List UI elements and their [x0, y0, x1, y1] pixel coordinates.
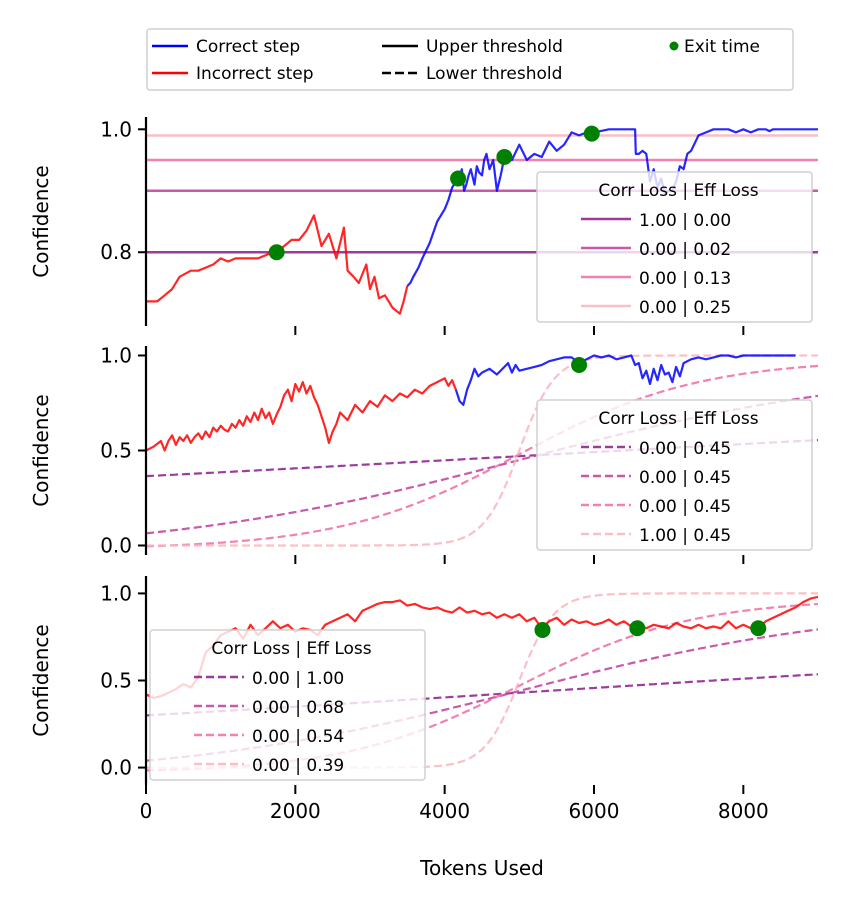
legend-label: Incorrect step — [196, 64, 314, 84]
exit-marker — [629, 620, 646, 637]
panel-legend-label: 0.00 | 1.00 — [252, 669, 344, 689]
legend-marker — [669, 41, 679, 51]
y-tick-label: 1.0 — [100, 117, 132, 141]
y-tick-label: 0.5 — [100, 439, 132, 463]
y-tick-label: 1.0 — [100, 344, 132, 368]
incorrect-step-trace — [146, 377, 457, 452]
panel-legend-frame — [536, 171, 813, 323]
panel-legend-label: 0.00 | 0.45 — [639, 468, 731, 488]
panel-legend-label: 0.00 | 0.39 — [252, 756, 344, 776]
panel-legend-label: 0.00 | 0.45 — [639, 439, 731, 459]
panel-legend-frame — [149, 629, 426, 781]
panel-legend-frame — [536, 399, 813, 551]
axes: 0.0 0.5 1.0 0 2000 4000 6000 8000 Confidence Toke… — [29, 576, 769, 880]
panel-legend-label: 0.00 | 0.54 — [252, 727, 344, 747]
y-tick-label: 0.0 — [100, 534, 132, 558]
exit-marker — [496, 148, 513, 165]
panel-legend-label: 0.00 | 0.68 — [252, 698, 344, 718]
y-tick-label: 0.5 — [100, 669, 132, 693]
figure-legend-item: Exit time — [669, 37, 760, 57]
figure-legend-item: Lower threshold — [382, 64, 562, 84]
legend-label: Lower threshold — [426, 64, 562, 84]
axes: 0.8 1.0 Confidence — [29, 117, 745, 335]
threshold-line-3 — [146, 364, 818, 548]
panel-legend-title: Corr Loss | Eff Loss — [211, 639, 371, 659]
exit-marker — [534, 621, 551, 638]
y-tick-label: 0.8 — [100, 240, 132, 264]
figure-legend-item: Incorrect step — [152, 64, 314, 84]
legend-label: Correct step — [196, 37, 300, 57]
y-axis-label: Confidence — [29, 624, 53, 736]
panel-legend-label: 1.00 | 0.00 — [639, 211, 731, 231]
panel-legend-title: Corr Loss | Eff Loss — [598, 181, 758, 201]
threshold-line-2 — [146, 394, 818, 535]
panel-legend-title: Corr Loss | Eff Loss — [598, 409, 758, 429]
panel-legend-label: 0.00 | 0.02 — [639, 240, 731, 260]
panel-legend-label: 0.00 | 0.13 — [639, 269, 731, 289]
plot-area — [146, 354, 818, 548]
legend-label: Upper threshold — [426, 37, 563, 57]
figure-legend-item: Upper threshold — [382, 37, 563, 57]
x-tick-label: 2000 — [270, 799, 321, 823]
y-axis-label: Confidence — [29, 165, 53, 277]
panel-legend: Corr Loss | Eff Loss 0.00 | 0.45 0.00 | 0.… — [536, 399, 813, 551]
threshold-line-4 — [146, 354, 818, 547]
panel-legend-label: 0.00 | 0.25 — [639, 298, 731, 318]
x-tick-label: 0 — [140, 799, 153, 823]
panel-top: 0.8 1.0 Confidence Corr Loss | Eff Loss 1.00… — [29, 117, 818, 335]
exit-marker — [268, 244, 285, 261]
exit-marker — [450, 170, 467, 187]
y-tick-label: 0.0 — [100, 756, 132, 780]
exit-marker — [750, 620, 767, 637]
incorrect-step-trace — [146, 214, 409, 315]
axes: 0.0 0.5 1.0 Confidence — [29, 344, 745, 564]
y-tick-label: 1.0 — [100, 581, 132, 605]
x-axis-label: Tokens Used — [419, 856, 544, 880]
figure-legend-item: Correct step — [152, 37, 300, 57]
exit-marker — [571, 357, 588, 373]
panel-legend-label: 0.00 | 0.45 — [639, 497, 731, 517]
x-tick-label: 8000 — [718, 799, 769, 823]
figure-legend: Correct step Incorrect step Upper threshol… — [146, 28, 794, 91]
panel-bottom: 0.0 0.5 1.0 0 2000 4000 6000 8000 Confidence Toke… — [29, 576, 818, 880]
panel-legend-label: 1.00 | 0.45 — [639, 526, 731, 546]
x-tick-label: 4000 — [419, 799, 470, 823]
panel-legend: Corr Loss | Eff Loss 0.00 | 1.00 0.00 | 0.… — [149, 629, 426, 781]
x-tick-label: 6000 — [569, 799, 620, 823]
correct-step-trace — [454, 354, 796, 406]
exit-marker — [583, 125, 600, 142]
panel-legend: Corr Loss | Eff Loss 1.00 | 0.00 0.00 | 0.… — [536, 171, 813, 323]
legend-label: Exit time — [684, 37, 760, 57]
threshold-line-1 — [146, 439, 818, 478]
figure-legend-frame — [146, 28, 794, 91]
y-axis-label: Confidence — [29, 394, 53, 506]
